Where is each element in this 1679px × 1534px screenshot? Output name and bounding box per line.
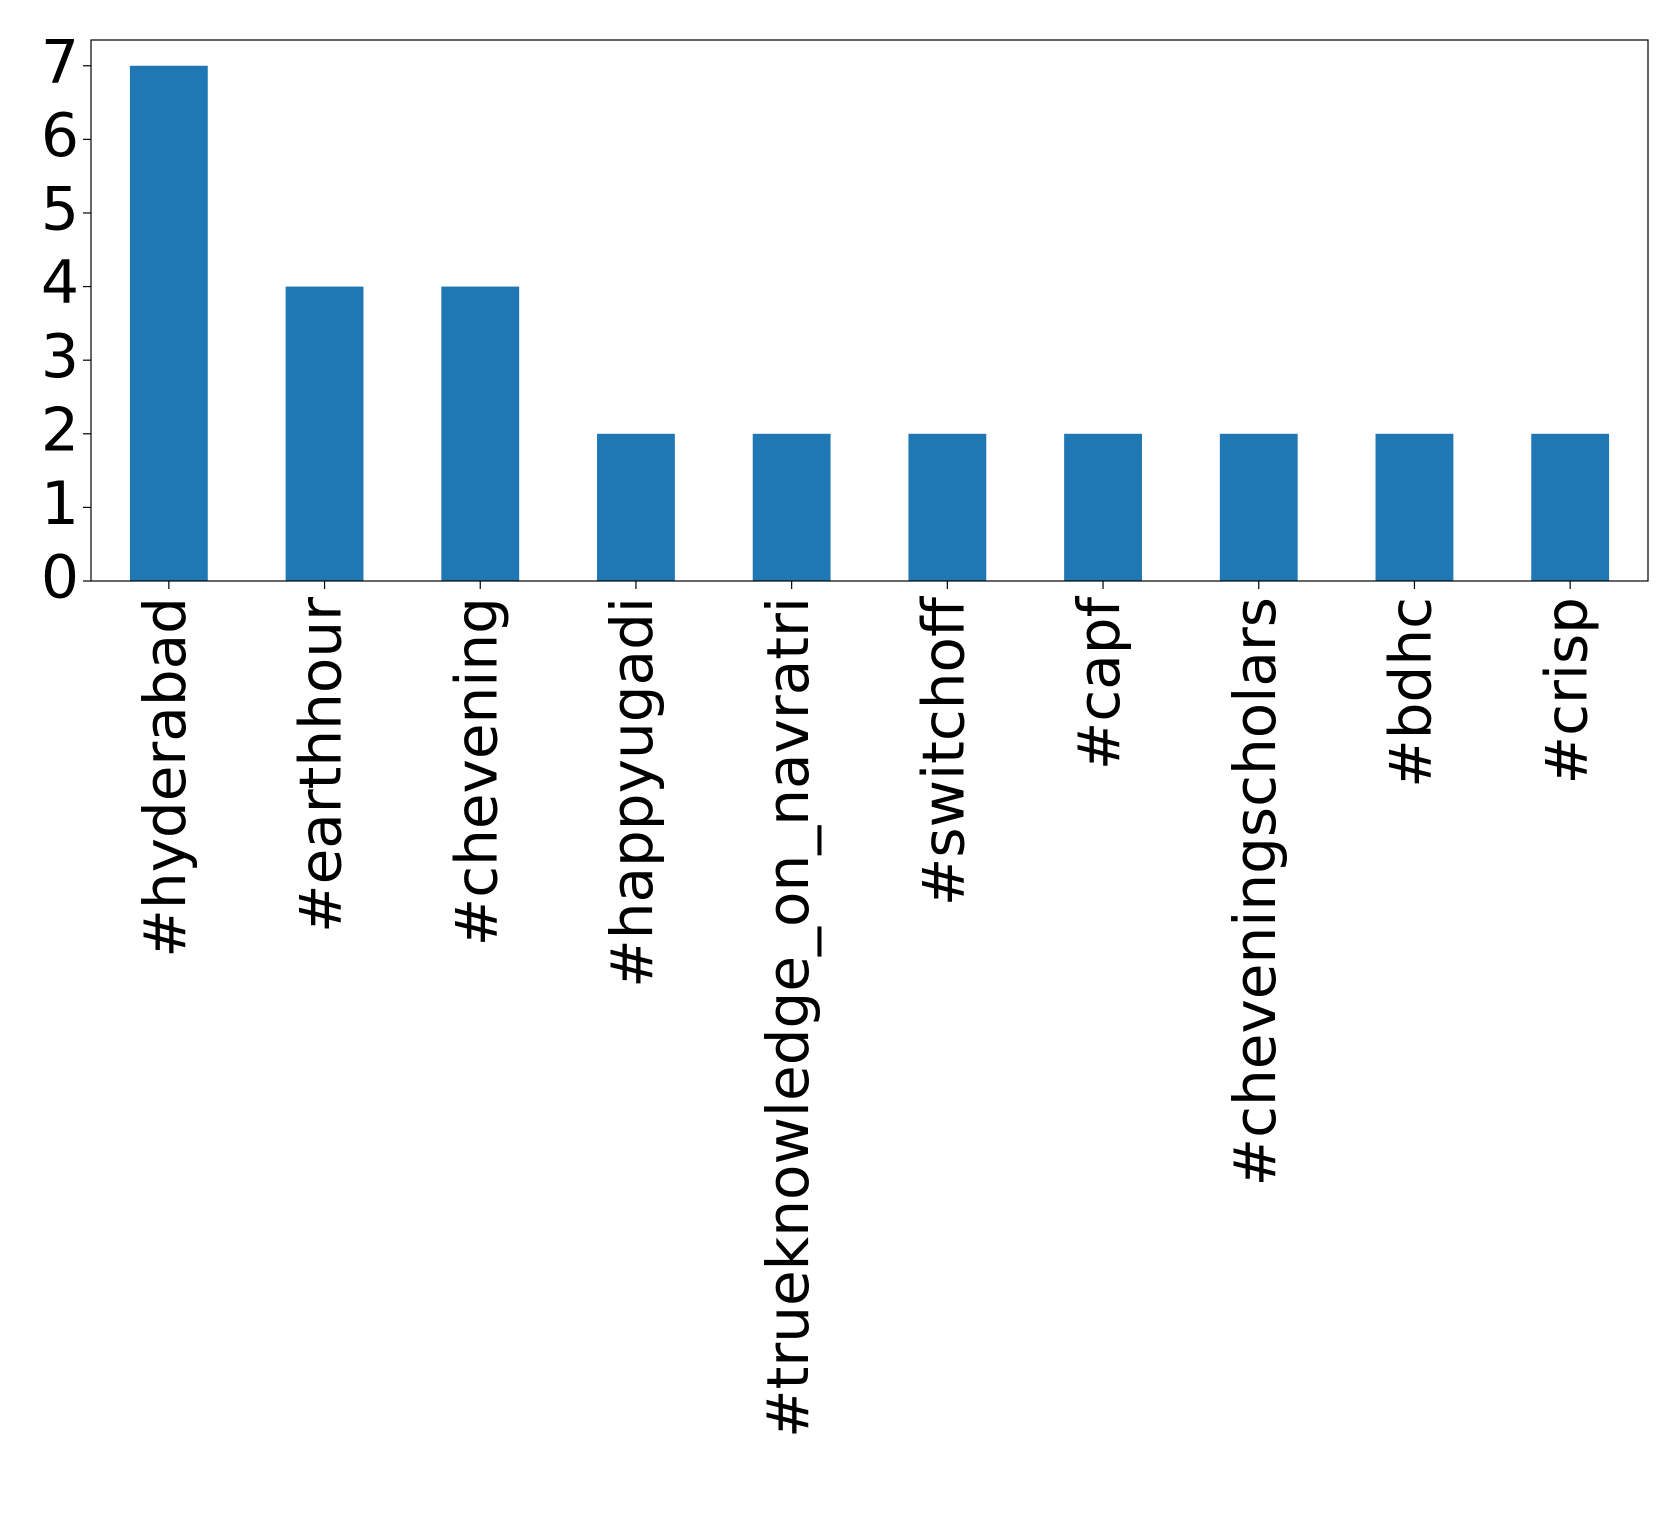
x-tick-label: #cheveningscholars	[1221, 597, 1289, 1186]
bar	[1531, 433, 1610, 581]
bar	[1219, 433, 1298, 581]
y-tick-label: 7	[41, 27, 79, 97]
y-tick-label: 5	[41, 175, 79, 245]
y-tick-label: 3	[41, 322, 79, 392]
x-tick-label: #switchoff	[909, 595, 977, 906]
plot-frame	[90, 39, 1649, 582]
x-tick-label: #happyugadi	[598, 597, 666, 988]
bar	[1375, 433, 1454, 581]
bar	[441, 286, 520, 581]
bar	[1064, 433, 1142, 581]
x-tick-label: #earthhour	[287, 597, 355, 933]
bar	[752, 433, 831, 581]
x-tick-label: #trueknowledge_on_navratri	[754, 597, 822, 1438]
y-tick-label: 4	[41, 248, 79, 318]
y-tick-label: 1	[41, 469, 79, 539]
y-tick-label: 2	[41, 395, 79, 465]
x-tick-label: #bdhc	[1377, 597, 1445, 788]
bar	[285, 286, 364, 581]
bar	[597, 433, 675, 581]
bar	[129, 65, 208, 581]
x-tick-label: #crisp	[1532, 597, 1600, 784]
x-tick-label: #capf	[1065, 595, 1133, 770]
y-tick-label: 6	[41, 101, 79, 171]
x-tick-label: #chevening	[442, 597, 510, 946]
y-tick-label: 0	[41, 543, 79, 613]
bar	[908, 433, 987, 581]
x-tick-label: #hyderabad	[131, 597, 199, 958]
